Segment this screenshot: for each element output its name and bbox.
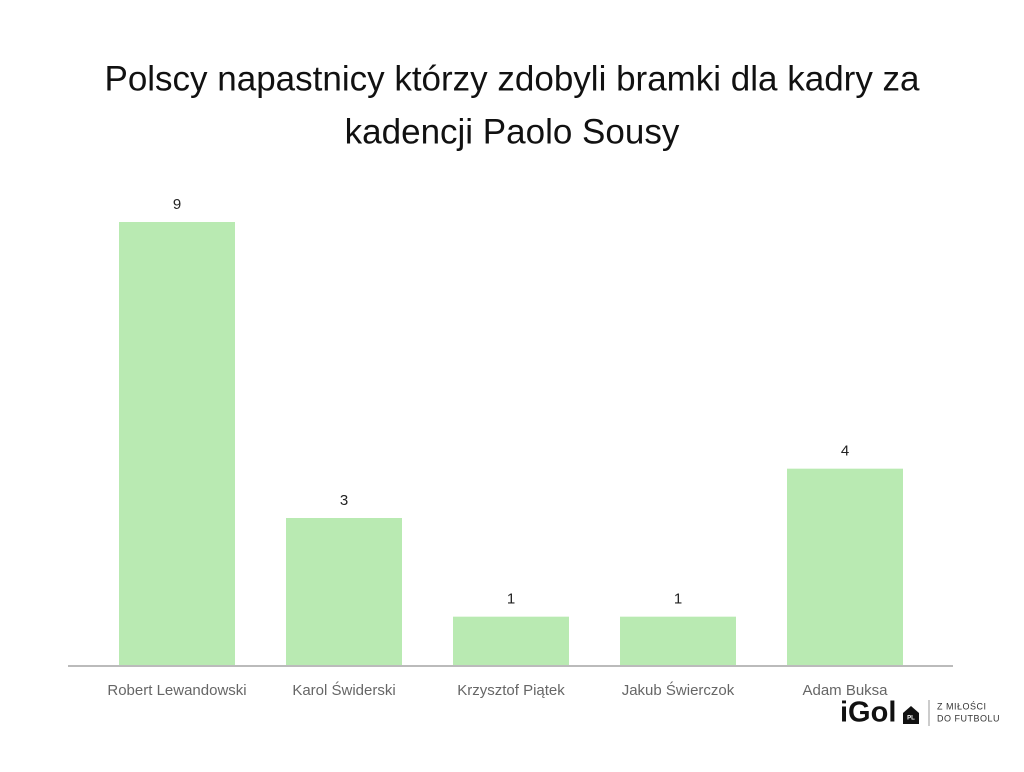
bar — [787, 468, 903, 666]
logo-name: iGol — [840, 697, 896, 729]
logo-badge: PL — [907, 716, 915, 722]
bar — [286, 518, 402, 666]
value-label: 4 — [841, 443, 849, 460]
bar — [119, 222, 235, 666]
value-label: 1 — [674, 591, 682, 608]
logo: iGol PL Z MIŁOŚCI DO FUTBOLU — [840, 697, 1000, 729]
logo-tagline: DO FUTBOLU — [937, 713, 1000, 723]
value-label: 1 — [507, 591, 515, 608]
x-tick-label: Adam Buksa — [802, 682, 888, 699]
logo-badge-shape — [903, 706, 919, 724]
bar — [620, 616, 736, 666]
x-tick-label: Robert Lewandowski — [107, 682, 246, 699]
value-label: 3 — [340, 492, 348, 509]
chart-title: Polscy napastnicy którzy zdobyli bramki … — [104, 59, 920, 98]
x-tick-label: Jakub Świerczok — [622, 681, 735, 699]
logo-tagline: Z MIŁOŚCI — [937, 700, 987, 711]
value-label: 9 — [173, 196, 181, 213]
bar — [453, 616, 569, 666]
x-tick-label: Karol Świderski — [292, 681, 395, 699]
x-tick-label: Krzysztof Piątek — [457, 682, 565, 699]
chart-title: kadencji Paolo Sousy — [345, 112, 680, 151]
